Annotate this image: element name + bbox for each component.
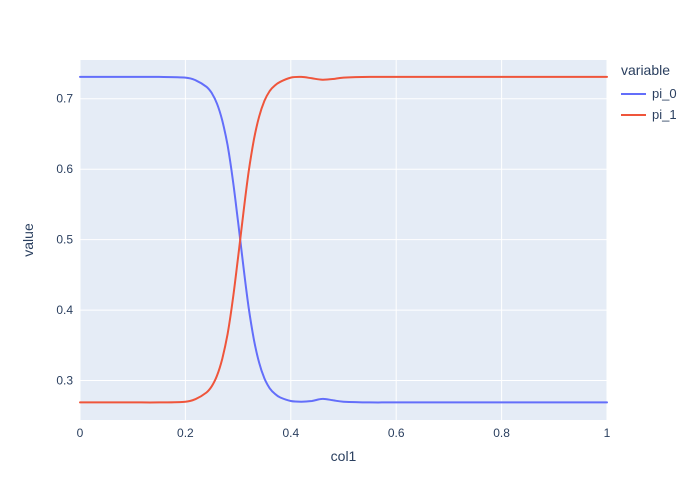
y-axis-title: value bbox=[20, 223, 36, 257]
x-tick-label: 0.8 bbox=[493, 426, 510, 440]
legend-title: variable bbox=[621, 62, 671, 78]
series-line-pi_0[interactable] bbox=[79, 75, 608, 404]
legend: variable pi_0 pi_1 bbox=[621, 62, 677, 125]
x-tick-label: 0.6 bbox=[388, 426, 405, 440]
y-tick-label: 0.7 bbox=[56, 92, 73, 106]
x-tick-label: 0.4 bbox=[282, 426, 299, 440]
y-tick-label: 0.6 bbox=[56, 162, 73, 176]
legend-label: pi_1 bbox=[652, 107, 677, 122]
y-tick-label: 0.5 bbox=[56, 233, 73, 247]
legend-item-pi_0[interactable]: pi_0 bbox=[621, 83, 677, 104]
legend-item-pi_1[interactable]: pi_1 bbox=[621, 104, 677, 125]
y-tick-label: 0.4 bbox=[56, 303, 73, 317]
legend-line-swatch bbox=[621, 92, 646, 95]
series-line-pi_1[interactable] bbox=[79, 75, 608, 404]
y-tick-label: 0.3 bbox=[56, 374, 73, 388]
legend-label: pi_0 bbox=[652, 86, 677, 101]
legend-items: pi_0 pi_1 bbox=[621, 83, 677, 125]
legend-line-swatch bbox=[621, 113, 646, 116]
x-tick-label: 1 bbox=[604, 426, 611, 440]
x-axis-title: col1 bbox=[330, 448, 357, 464]
x-tick-label: 0 bbox=[77, 426, 84, 440]
x-tick-label: 0.2 bbox=[177, 426, 194, 440]
